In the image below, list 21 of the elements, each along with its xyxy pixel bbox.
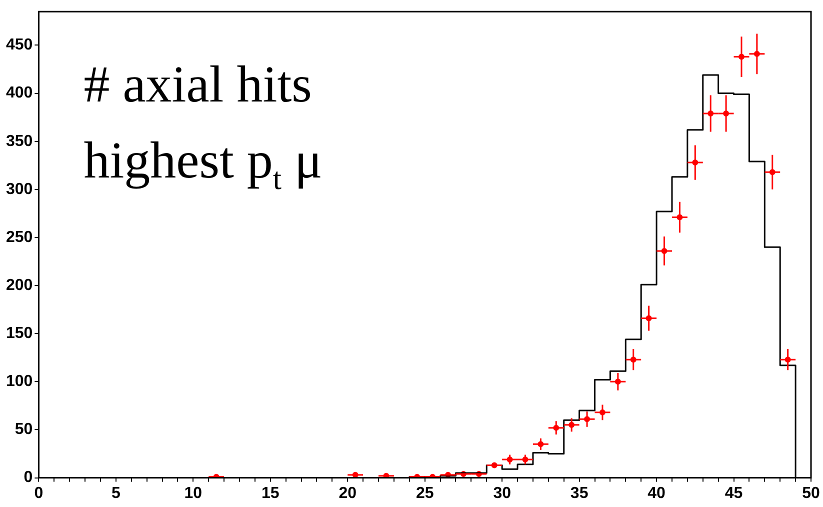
y-tick-label: 400 bbox=[6, 84, 33, 102]
x-tick-label: 50 bbox=[802, 484, 820, 502]
x-tick-label: 30 bbox=[493, 484, 512, 502]
y-tick-label: 150 bbox=[6, 325, 33, 342]
y-tick-label: 450 bbox=[6, 36, 33, 54]
x-tick-label: 45 bbox=[724, 484, 743, 502]
y-tick-label: 50 bbox=[14, 421, 33, 438]
x-tick-label: 5 bbox=[111, 484, 120, 502]
y-tick-label: 250 bbox=[6, 228, 33, 246]
y-tick-label: 0 bbox=[24, 469, 33, 486]
x-tick-label: 35 bbox=[570, 484, 588, 502]
x-tick-label: 40 bbox=[648, 484, 666, 502]
x-tick-label: 10 bbox=[184, 484, 202, 502]
y-tick-label: 300 bbox=[6, 180, 33, 198]
annotation: # axial hits bbox=[84, 56, 312, 114]
y-tick-label: 200 bbox=[6, 276, 33, 294]
y-tick-label: 350 bbox=[6, 132, 33, 150]
y-tick-label: 100 bbox=[6, 373, 33, 390]
x-tick-label: 15 bbox=[261, 484, 280, 502]
x-tick-label: 20 bbox=[338, 484, 357, 502]
x-tick-label: 25 bbox=[416, 484, 434, 502]
